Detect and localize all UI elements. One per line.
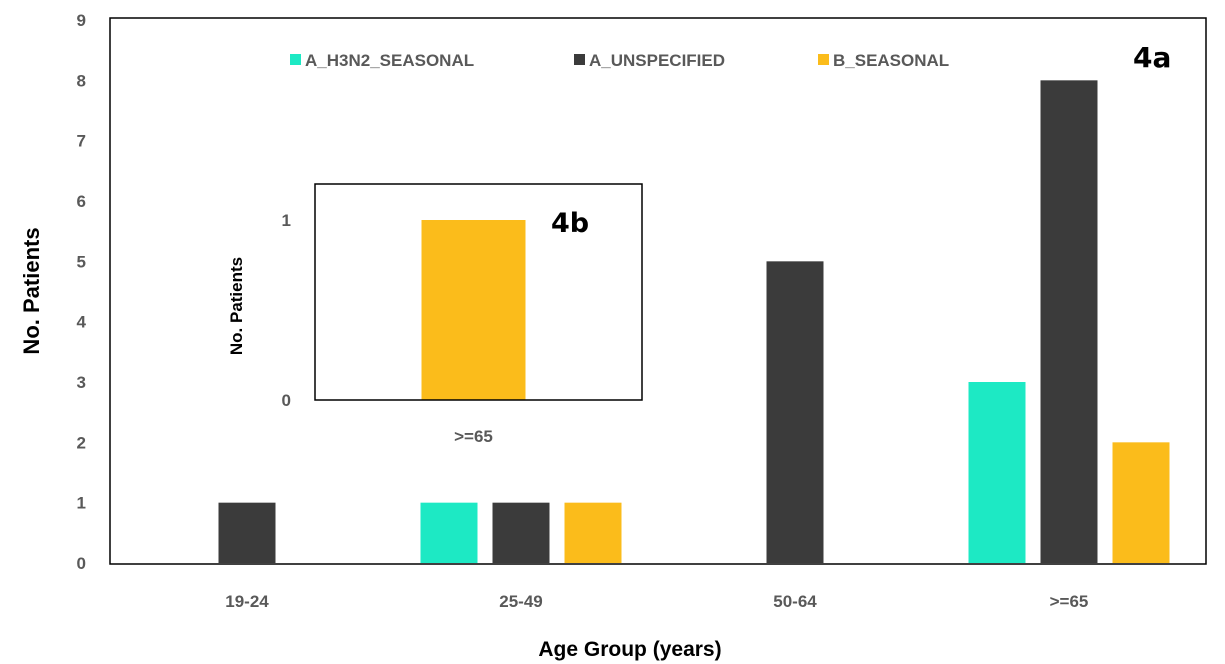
inset-y-tick-0: 0 xyxy=(282,391,291,410)
main-y-tick-labels: 0 1 2 3 4 5 6 7 8 9 xyxy=(77,11,87,573)
panel-label-4b: 4b xyxy=(551,208,589,239)
inset-y-tick-1: 1 xyxy=(282,211,291,230)
legend-label: A_H3N2_SEASONAL xyxy=(305,51,474,70)
inset-x-tick-65: >=65 xyxy=(454,427,493,446)
bar-a-unspecified-65 xyxy=(1040,80,1098,563)
main-x-tick-19-24: 19-24 xyxy=(225,592,269,611)
bar-a-unspecified-25-49 xyxy=(492,502,550,563)
main-y-tick-1: 1 xyxy=(77,494,86,513)
main-legend: A_H3N2_SEASONAL A_UNSPECIFIED B_SEASONAL xyxy=(290,51,949,70)
bar-b-seasonal-25-49 xyxy=(564,502,622,563)
panel-label-4a: 4a xyxy=(1133,41,1171,74)
main-x-tick-labels: 19-24 25-49 50-64 >=65 xyxy=(225,592,1088,611)
inset-y-axis-title: No. Patients xyxy=(227,257,246,355)
inset-plot-frame xyxy=(314,183,643,401)
legend-label: A_UNSPECIFIED xyxy=(589,51,725,70)
main-y-axis-title: No. Patients xyxy=(19,227,44,354)
inset-bars xyxy=(421,220,526,400)
bar-a-unspecified-19-24 xyxy=(218,502,276,563)
legend-swatch xyxy=(290,54,301,65)
legend-item-a-unspecified: A_UNSPECIFIED xyxy=(574,51,725,70)
legend-item-a-h3n2-seasonal: A_H3N2_SEASONAL xyxy=(290,51,474,70)
main-x-tick-50-64: 50-64 xyxy=(773,592,817,611)
legend-swatch xyxy=(574,54,585,65)
main-bars xyxy=(218,80,1170,563)
main-y-tick-9: 9 xyxy=(77,11,86,30)
main-y-tick-0: 0 xyxy=(77,554,86,573)
inset-x-tick-labels: >=65 xyxy=(454,427,493,446)
legend-swatch xyxy=(818,54,829,65)
inset-y-tick-labels: 01 xyxy=(282,211,291,410)
main-y-tick-8: 8 xyxy=(77,71,86,90)
bar-b-seasonal-65 xyxy=(1112,442,1170,563)
main-y-tick-3: 3 xyxy=(77,373,86,392)
main-x-tick-65: >=65 xyxy=(1050,592,1089,611)
main-y-tick-2: 2 xyxy=(77,433,86,452)
main-y-tick-6: 6 xyxy=(77,192,86,211)
legend-label: B_SEASONAL xyxy=(833,51,949,70)
legend-item-b-seasonal: B_SEASONAL xyxy=(818,51,949,70)
main-plot-frame xyxy=(109,17,1207,565)
inset-chart: 01 >=65 No. Patients 4b xyxy=(227,183,643,446)
main-y-tick-7: 7 xyxy=(77,132,86,151)
bar-a-h3n2-seasonal-65 xyxy=(968,382,1026,563)
bar-a-unspecified-50-64 xyxy=(766,261,824,563)
inset-bar-b-seasonal-65 xyxy=(421,220,526,400)
main-x-axis-title: Age Group (years) xyxy=(538,638,721,661)
main-y-tick-4: 4 xyxy=(77,313,87,332)
main-y-tick-5: 5 xyxy=(77,252,86,271)
main-x-tick-25-49: 25-49 xyxy=(499,592,542,611)
bar-a-h3n2-seasonal-25-49 xyxy=(420,502,478,563)
